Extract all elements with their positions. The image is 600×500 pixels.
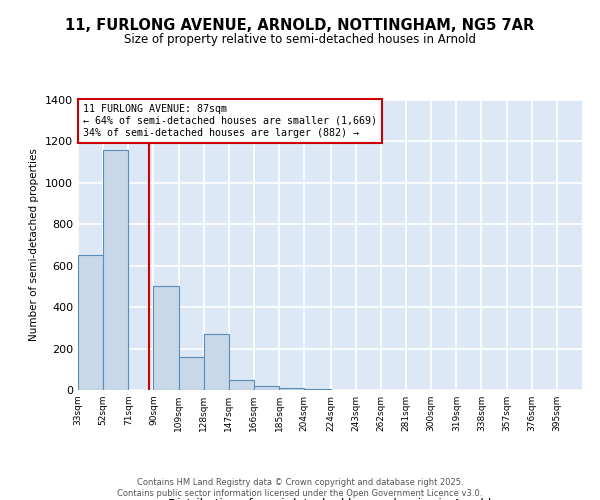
Text: Size of property relative to semi-detached houses in Arnold: Size of property relative to semi-detach…: [124, 32, 476, 46]
Y-axis label: Number of semi-detached properties: Number of semi-detached properties: [29, 148, 40, 342]
Bar: [304, 389, 331, 390]
X-axis label: Distribution of semi-detached houses by size in Arnold: Distribution of semi-detached houses by …: [169, 498, 491, 500]
Text: 11, FURLONG AVENUE, ARNOLD, NOTTINGHAM, NG5 7AR: 11, FURLONG AVENUE, ARNOLD, NOTTINGHAM, …: [65, 18, 535, 32]
Bar: [78, 256, 103, 390]
Bar: [203, 334, 229, 390]
Bar: [254, 386, 279, 390]
Bar: [229, 380, 254, 390]
Bar: [179, 357, 203, 390]
Bar: [154, 286, 179, 390]
Text: 11 FURLONG AVENUE: 87sqm
← 64% of semi-detached houses are smaller (1,669)
34% o: 11 FURLONG AVENUE: 87sqm ← 64% of semi-d…: [83, 104, 377, 138]
Bar: [279, 388, 304, 390]
Text: Contains HM Land Registry data © Crown copyright and database right 2025.
Contai: Contains HM Land Registry data © Crown c…: [118, 478, 482, 498]
Bar: [103, 150, 128, 390]
